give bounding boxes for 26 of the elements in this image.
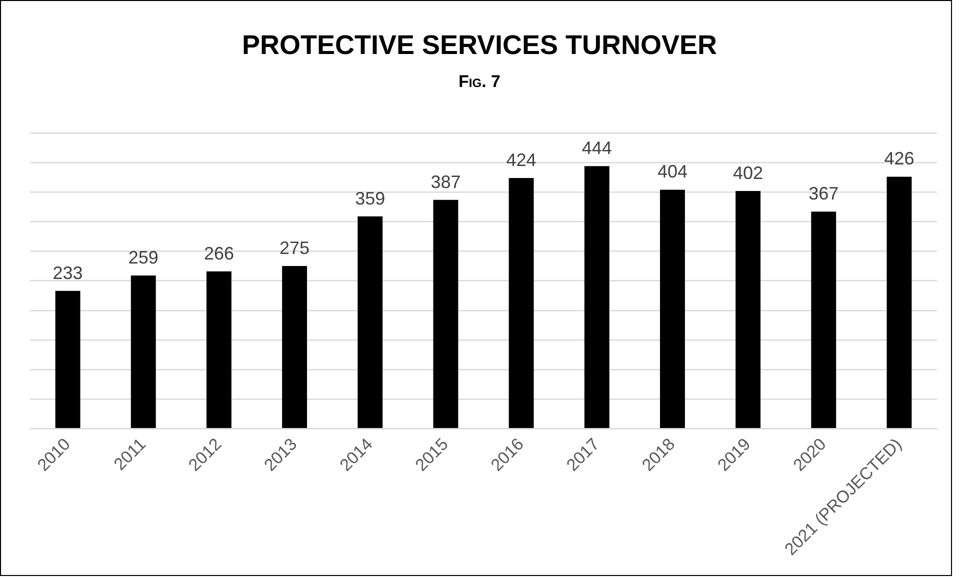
bar [358,216,383,428]
data-label: 404 [657,162,688,182]
bar [433,200,458,428]
bar [130,276,156,428]
bar [811,212,836,428]
bar [206,271,232,428]
data-label: 266 [204,243,234,264]
bar [282,266,308,428]
bar [584,166,610,428]
chart-title: PROTECTIVE SERVICES TURNOVER [240,30,718,61]
data-label: 233 [52,262,83,283]
bar [508,178,534,428]
bar [55,290,80,428]
bar [660,190,685,428]
bar [886,176,912,428]
bar [736,190,761,428]
data-label: 426 [884,148,914,169]
data-label: 275 [280,238,310,258]
data-label: 444 [582,138,612,158]
data-label: 359 [355,188,386,208]
data-label: 424 [506,150,536,170]
chart-subtitle: Fig. 7 [458,72,502,92]
data-label: 259 [128,247,158,268]
data-label: 387 [430,172,461,192]
data-label: 367 [808,184,839,204]
data-label: 402 [733,162,764,183]
